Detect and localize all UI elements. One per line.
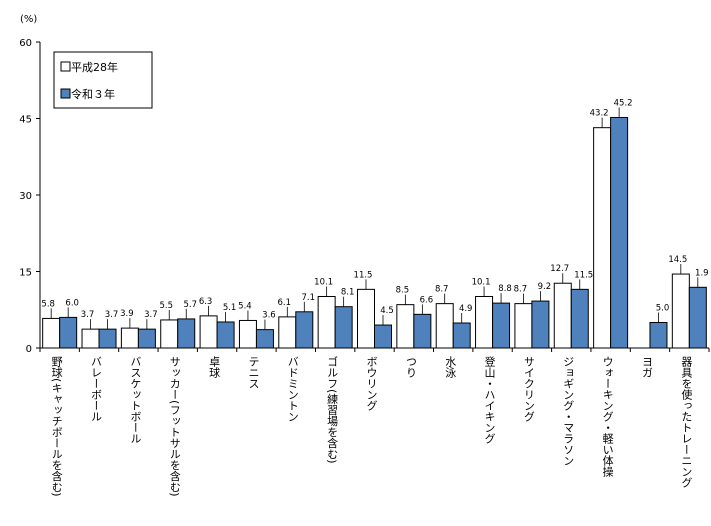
data-label: 5.1 bbox=[223, 303, 237, 313]
data-label: 3.7 bbox=[144, 310, 158, 320]
bar bbox=[160, 319, 179, 349]
category-label: ゴルフ(練習場を含む) bbox=[326, 355, 339, 464]
y-tick-label: 15 bbox=[19, 268, 32, 279]
data-label: 4.9 bbox=[459, 304, 473, 314]
data-label: 45.2 bbox=[614, 98, 633, 108]
bar bbox=[199, 315, 218, 349]
data-label: 6.6 bbox=[420, 295, 434, 305]
category-label: バレーボール bbox=[90, 356, 103, 422]
data-label: 8.7 bbox=[435, 285, 449, 295]
legend-swatch-series-2 bbox=[60, 88, 71, 99]
data-label: 11.5 bbox=[574, 270, 593, 280]
bar bbox=[42, 317, 61, 349]
bar bbox=[374, 324, 392, 349]
bar bbox=[98, 328, 117, 349]
data-label: 8.7 bbox=[514, 285, 528, 295]
category-label: 水泳 bbox=[444, 356, 457, 379]
data-label: 5.8 bbox=[41, 299, 55, 309]
y-tick-label: 60 bbox=[19, 38, 32, 49]
legend-swatch-series-1 bbox=[60, 61, 71, 72]
data-label: 43.2 bbox=[590, 109, 609, 119]
category-label: バスケットボール bbox=[129, 356, 142, 444]
bar bbox=[452, 322, 471, 349]
bar bbox=[59, 316, 78, 349]
data-label: 5.0 bbox=[656, 304, 670, 314]
bar bbox=[435, 303, 454, 349]
data-label: 9.2 bbox=[538, 282, 552, 292]
bar bbox=[81, 328, 100, 349]
data-label: 10.1 bbox=[314, 277, 333, 287]
bar bbox=[137, 328, 156, 349]
data-label: 14.5 bbox=[668, 255, 687, 265]
category-label: ヨガ bbox=[640, 356, 653, 378]
bar bbox=[531, 300, 550, 349]
bar bbox=[255, 329, 274, 349]
category-label: 卓球 bbox=[208, 356, 221, 378]
bar bbox=[610, 116, 629, 349]
category-label: つり bbox=[404, 356, 417, 378]
bar bbox=[593, 127, 612, 349]
category-label: テニス bbox=[247, 356, 260, 389]
category-label: 器具を使ったトレーニング bbox=[680, 356, 693, 488]
data-label: 4.5 bbox=[380, 306, 394, 316]
bar bbox=[216, 321, 235, 349]
bar bbox=[278, 316, 297, 349]
bar bbox=[514, 303, 533, 349]
legend-box bbox=[53, 51, 153, 109]
bar bbox=[570, 288, 589, 349]
data-label: 5.5 bbox=[159, 301, 173, 311]
bar bbox=[671, 273, 690, 349]
category-labels: 野球(キャッチボールを含む) バレーボール バスケットボール サッカー(フットサルを含… bbox=[50, 355, 693, 497]
data-label: 11.5 bbox=[354, 270, 373, 280]
bar bbox=[177, 318, 196, 349]
data-label: 8.5 bbox=[396, 286, 410, 296]
bar bbox=[688, 286, 707, 349]
bar bbox=[475, 295, 494, 349]
category-label: 登山・ハイキング bbox=[483, 355, 496, 444]
y-tick-label: 45 bbox=[19, 115, 32, 126]
data-label: 8.8 bbox=[498, 284, 512, 294]
data-label: 12.7 bbox=[550, 264, 569, 274]
y-axis-unit: (%) bbox=[20, 14, 37, 25]
data-label: 10.1 bbox=[472, 277, 491, 287]
bar bbox=[492, 302, 511, 349]
data-label: 3.7 bbox=[105, 310, 119, 320]
category-label: バドミントン bbox=[286, 356, 299, 422]
bar bbox=[238, 319, 257, 349]
category-label: サッカー(フットサルを含む) bbox=[168, 356, 181, 497]
bar bbox=[649, 322, 668, 349]
data-label: 6.0 bbox=[65, 298, 79, 308]
legend: 平成28年 令和３年 bbox=[53, 51, 153, 109]
y-tick-label: 0 bbox=[26, 344, 32, 355]
data-label: 6.3 bbox=[199, 297, 213, 307]
data-label: 8.1 bbox=[341, 288, 355, 298]
bar bbox=[396, 304, 415, 349]
data-label: 5.7 bbox=[183, 300, 197, 310]
data-label: 3.6 bbox=[262, 311, 276, 321]
legend-label-series-1: 平成28年 bbox=[71, 60, 118, 74]
category-label: ジョギング・マラソン bbox=[562, 356, 575, 466]
bar bbox=[295, 311, 314, 349]
data-label: 1.9 bbox=[695, 268, 709, 278]
category-label: ボウリング bbox=[365, 356, 378, 411]
data-label: 7.1 bbox=[302, 293, 316, 303]
bar bbox=[553, 282, 572, 349]
y-tick-label: 30 bbox=[19, 191, 32, 202]
data-label: 3.9 bbox=[120, 309, 134, 319]
bar bbox=[120, 327, 139, 349]
category-label: ウォーキング・軽い体操 bbox=[601, 356, 614, 478]
legend-label-series-2: 令和３年 bbox=[71, 87, 115, 101]
data-label: 5.4 bbox=[238, 301, 252, 311]
category-label: 野球(キャッチボールを含む) bbox=[50, 356, 63, 497]
data-label: 3.7 bbox=[81, 310, 95, 320]
category-label: サイクリング bbox=[522, 356, 535, 422]
data-label: 6.1 bbox=[278, 298, 292, 308]
bars bbox=[42, 116, 707, 349]
data-labels: 5.83.7 3.95.5 6.3 5.4 6.110.111.58.5 8.710.18… bbox=[41, 98, 709, 330]
bar bbox=[413, 313, 432, 349]
bar bbox=[334, 306, 353, 349]
bar bbox=[317, 295, 336, 349]
bar bbox=[357, 288, 375, 349]
